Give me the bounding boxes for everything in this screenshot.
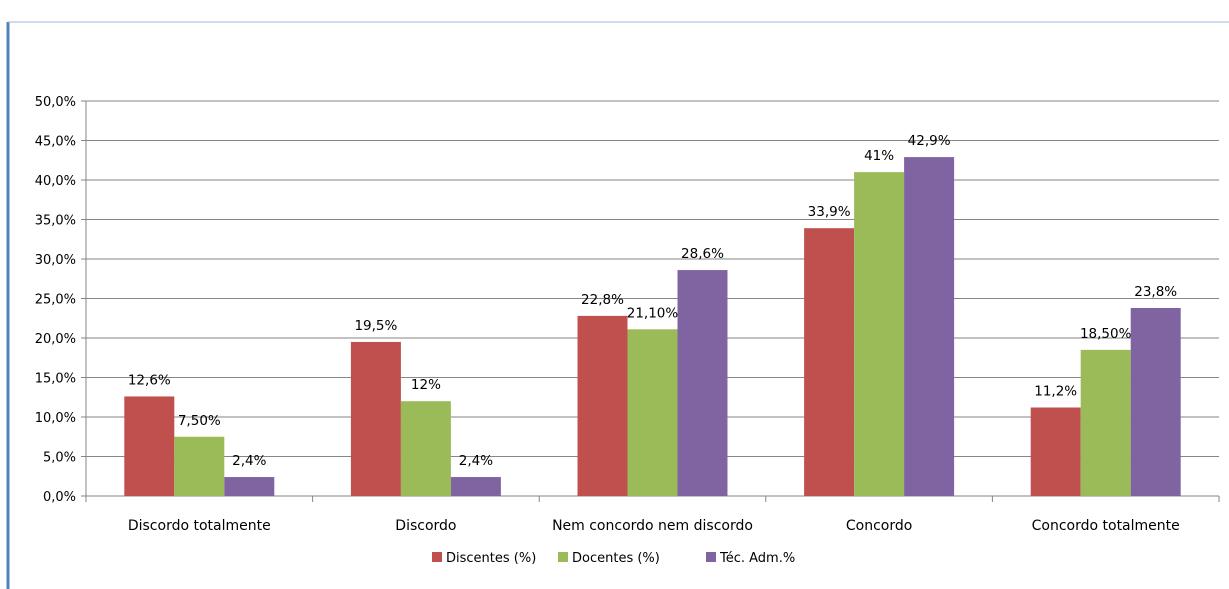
x-category-label: Discordo [395, 518, 456, 534]
y-tick-label: 5,0% [43, 451, 76, 466]
bar [450, 477, 501, 496]
data-label: 22,8% [581, 292, 624, 308]
legend-label: Discentes (%) [446, 551, 536, 566]
bar [350, 341, 401, 496]
data-label: 2,4% [232, 453, 266, 469]
bar [904, 157, 955, 496]
data-label: 28,6% [681, 246, 724, 262]
data-label: 12,6% [128, 372, 171, 388]
y-tick-label: 30,0% [35, 253, 76, 268]
bar [1130, 307, 1181, 496]
y-tick-label: 35,0% [35, 214, 76, 229]
data-label: 19,5% [354, 318, 397, 334]
y-tick-label: 20,0% [35, 332, 76, 347]
y-tick-label: 15,0% [35, 372, 76, 387]
y-tick-label: 50,0% [35, 95, 76, 110]
bar [1080, 349, 1131, 496]
y-tick-label: 0,0% [43, 490, 76, 505]
x-category-label: Concordo totalmente [1032, 518, 1180, 534]
y-tick-label: 25,0% [35, 293, 76, 308]
bar [627, 329, 678, 496]
x-category-label: Concordo [846, 518, 912, 534]
bar [224, 477, 275, 496]
bar [400, 401, 451, 496]
data-label: 33,9% [808, 204, 851, 220]
y-tick-label: 40,0% [35, 174, 76, 189]
data-label: 18,50% [1080, 326, 1132, 342]
x-category-label: Nem concordo nem discordo [552, 518, 753, 534]
bar [577, 315, 628, 496]
bar [804, 228, 855, 496]
data-label: 23,8% [1134, 284, 1177, 300]
data-label: 2,4% [459, 453, 493, 469]
bar [677, 270, 728, 496]
legend-label: Docentes (%) [572, 551, 660, 566]
data-label: 7,50% [178, 413, 221, 429]
legend-label: Téc. Adm.% [719, 551, 795, 566]
legend-swatch [706, 552, 716, 562]
y-tick-label: 10,0% [35, 411, 76, 426]
bar [124, 396, 175, 496]
data-label: 42,9% [908, 133, 951, 149]
data-label: 12% [411, 377, 441, 393]
x-category-label: Discordo totalmente [128, 518, 271, 534]
data-label: 21,10% [627, 305, 679, 321]
data-label: 11,2% [1034, 384, 1077, 400]
y-tick-label: 45,0% [35, 135, 76, 150]
bar [174, 436, 225, 496]
legend-swatch [558, 552, 568, 562]
bar [854, 172, 905, 496]
data-label: 41% [864, 148, 894, 164]
legend-swatch [432, 552, 442, 562]
bar [1030, 407, 1081, 496]
